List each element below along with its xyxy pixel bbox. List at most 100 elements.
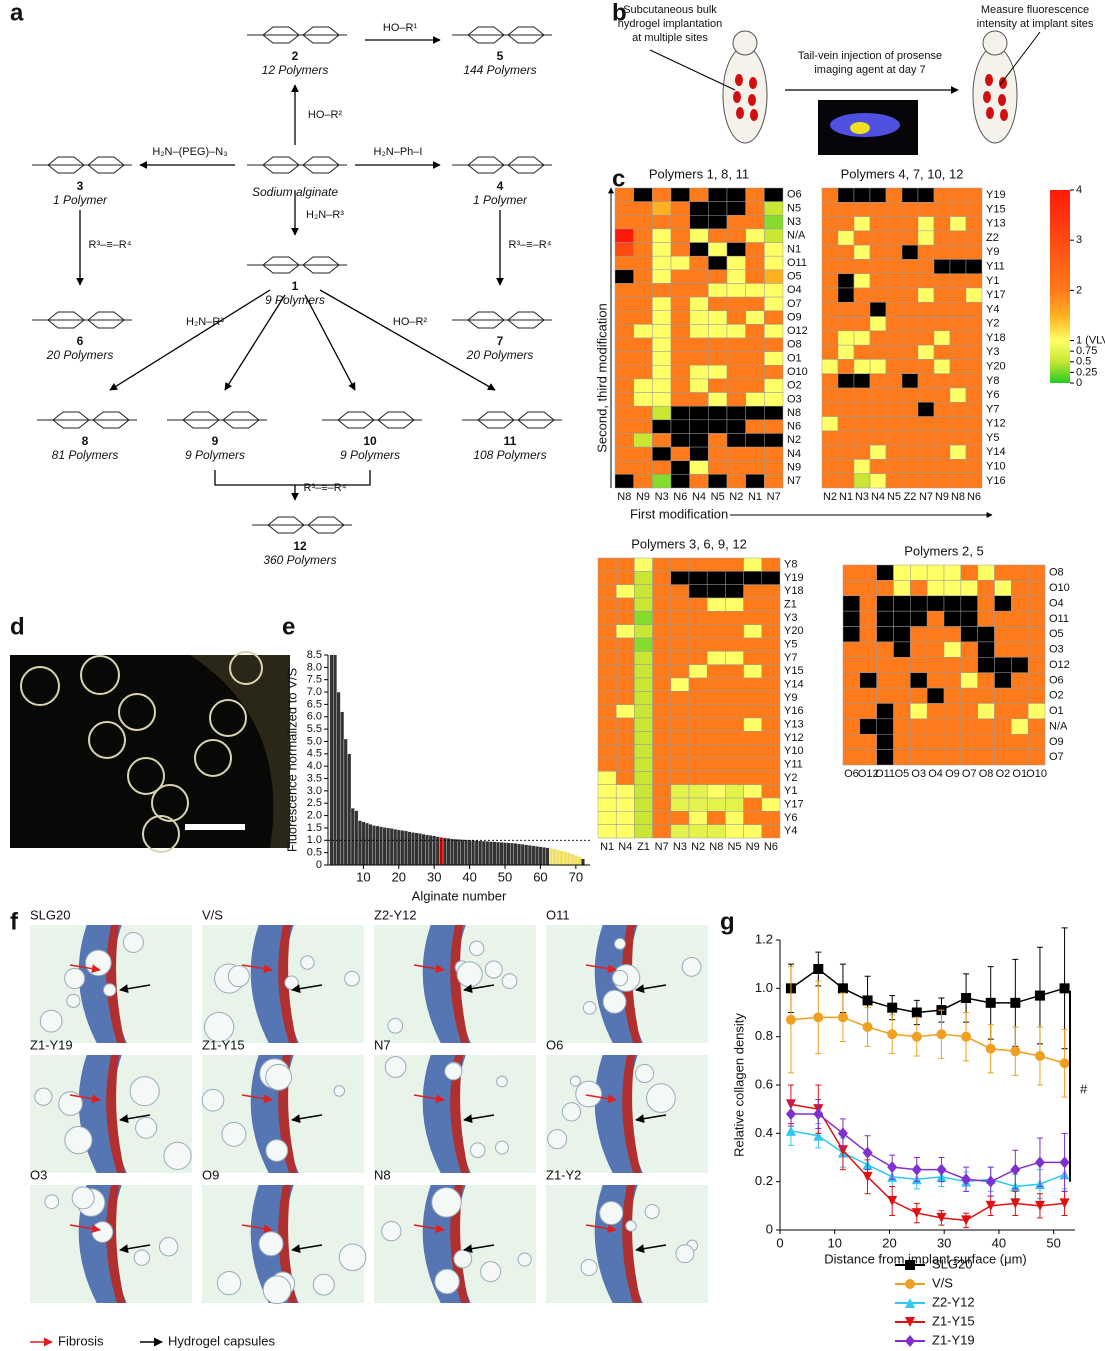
reagent: HO–R² — [393, 316, 428, 328]
reagent: R³–≡–R⁴ — [89, 239, 132, 251]
structure — [247, 157, 347, 173]
row-label: Y1 — [986, 275, 999, 287]
image-label: N8 — [374, 1167, 391, 1182]
heatmap-cell — [598, 571, 616, 584]
marker — [863, 1147, 873, 1159]
heatmap-cell — [854, 245, 870, 259]
compound-number: 5 — [497, 49, 504, 63]
heatmap-cell — [934, 217, 950, 231]
heatmap-cell — [1011, 611, 1028, 626]
heatmap-cell — [634, 297, 653, 311]
heatmap-cell — [934, 274, 950, 288]
heatmap-cell — [978, 657, 995, 672]
heatmap-cell — [927, 688, 944, 703]
capsule — [228, 966, 249, 987]
heatmap-cell — [764, 338, 783, 352]
histology-image — [202, 1185, 366, 1304]
y-tick-label: 0.8 — [755, 1028, 773, 1043]
bar — [567, 853, 571, 865]
heatmap-cell — [671, 447, 690, 461]
heatmap-cell — [725, 638, 743, 651]
series-line — [791, 1017, 1065, 1063]
capsule — [435, 1269, 459, 1293]
row-label: Y4 — [784, 825, 797, 837]
heatmap-cell — [870, 217, 886, 231]
colorbar-label: 3 — [1076, 234, 1082, 246]
heatmap-cell — [727, 297, 746, 311]
heatmap-cell — [934, 317, 950, 331]
heatmap-cell — [995, 719, 1012, 734]
row-label: Y4 — [986, 303, 999, 315]
heatmap-cell — [762, 598, 780, 611]
heatmap-cell — [671, 785, 689, 798]
compound-number: 3 — [77, 179, 84, 193]
heatmap-cell — [727, 256, 746, 270]
heatmap-cell — [860, 642, 877, 657]
heatmap-cell — [615, 243, 634, 257]
capsule — [65, 1127, 92, 1154]
heatmap-cell — [746, 229, 765, 243]
heatmap-cell — [950, 402, 966, 416]
capsule — [345, 971, 360, 986]
heatmap-cell — [744, 825, 762, 838]
row-label: O4 — [787, 284, 802, 296]
x-tick-label: 50 — [1046, 1235, 1060, 1250]
heatmap-cell — [707, 571, 725, 584]
heatmap-cell — [966, 288, 982, 302]
heatmap-cell — [746, 447, 765, 461]
heatmap-cell — [762, 798, 780, 811]
heatmap-cell — [918, 202, 934, 216]
heatmap-cell — [886, 388, 902, 402]
heatmap-cell — [634, 611, 652, 624]
heatmap-cell — [727, 420, 746, 434]
heatmap-cell — [910, 688, 927, 703]
heatmap-cell — [854, 402, 870, 416]
structure — [247, 257, 347, 273]
row-label: N7 — [787, 475, 801, 487]
heatmap-cell — [1011, 688, 1028, 703]
heatmap-cell — [877, 657, 894, 672]
heatmap-cell — [894, 565, 911, 580]
heatmap-cell — [934, 474, 950, 488]
heatmap-cell — [910, 627, 927, 642]
heatmap-cell — [764, 474, 783, 488]
capsule — [159, 1238, 177, 1256]
bar — [496, 842, 500, 865]
heatmap-cell — [764, 433, 783, 447]
heatmap-cell — [762, 691, 780, 704]
y-tick-label: 0 — [766, 1221, 773, 1236]
heatmap-cell — [870, 374, 886, 388]
bar — [489, 842, 493, 865]
heatmap-cell — [854, 259, 870, 273]
heatmap-cell — [634, 638, 652, 651]
image-label: Z2-Y12 — [374, 907, 417, 922]
heatmap-cell — [870, 402, 886, 416]
annotation: # — [1080, 1081, 1088, 1096]
heatmap-cell — [689, 625, 707, 638]
bar — [390, 828, 394, 865]
row-label: Y5 — [986, 432, 999, 444]
capsule — [164, 1142, 191, 1169]
heatmap-cell — [653, 785, 671, 798]
image-label: Z1-Y2 — [546, 1167, 581, 1182]
heatmap-cell — [838, 259, 854, 273]
heatmap-cell — [854, 188, 870, 202]
panel-b-text: Measure fluorescence — [981, 4, 1089, 16]
capsule — [382, 1221, 401, 1240]
figure: abcdefg212 Polymers5144 Polymers31 Polym… — [0, 0, 1105, 1351]
structure — [452, 27, 552, 43]
capsule — [457, 962, 482, 987]
heatmap-cell — [870, 474, 886, 488]
y-tick-label: 7.5 — [307, 674, 322, 686]
heatmap-cell — [634, 758, 652, 771]
heatmap-cell — [744, 665, 762, 678]
heatmap-cell — [652, 461, 671, 475]
row-label: Y12 — [784, 732, 804, 744]
heatmap-cell — [744, 678, 762, 691]
heatmap-cell — [653, 825, 671, 838]
heatmap-cell — [966, 231, 982, 245]
heatmap-cell — [598, 718, 616, 731]
heatmap-cell — [727, 406, 746, 420]
heatmap-cell — [870, 459, 886, 473]
row-label: Y8 — [784, 559, 797, 571]
